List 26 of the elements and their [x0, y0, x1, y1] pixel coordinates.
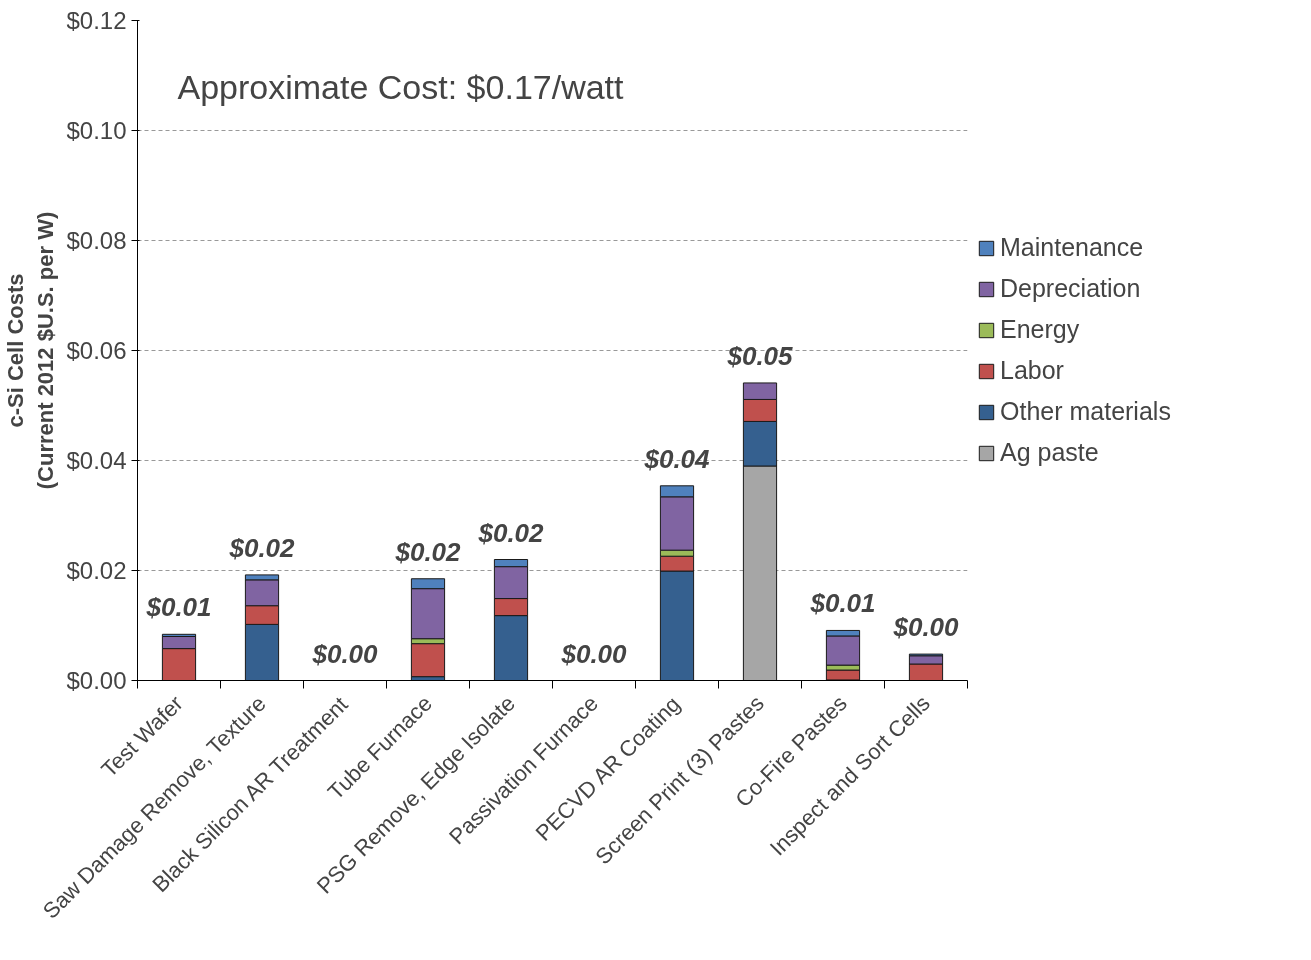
total-label: $0.01	[809, 588, 876, 619]
y-axis-title: c-Si Cell Costs (Current 2012 $U.S. per W)	[3, 211, 59, 490]
y-tick-label: $0.08	[66, 227, 127, 254]
legend-label: Maintenance	[1000, 233, 1144, 262]
text: $0.00	[312, 638, 378, 669]
y-tick-label: $0.02	[66, 557, 127, 584]
bar	[410, 643, 446, 678]
annotation: Approximate Cost: $0.17/watt	[177, 67, 625, 106]
y-tick-label: $0.00	[66, 667, 127, 694]
y-tick-label: $0.06	[66, 337, 127, 364]
total-label: $0.02	[228, 532, 296, 563]
legend-label: Labor	[1000, 356, 1064, 385]
y-tick-label: $0.04	[66, 447, 127, 474]
total-label: $0.02	[477, 517, 545, 548]
legend-label: Depreciation	[1000, 274, 1141, 303]
legend-label: Energy	[1000, 315, 1080, 344]
total-label: $0.04	[643, 443, 711, 474]
y-tick-label: $0.12	[66, 7, 127, 34]
y-tick-label: $0.10	[66, 117, 127, 144]
total-label: $0.05	[726, 340, 794, 371]
total-label: $0.01	[145, 592, 212, 623]
total-label: $0.02	[394, 536, 462, 567]
legend-label: Ag paste	[1000, 438, 1099, 467]
legend-label: Other materials	[1000, 397, 1171, 426]
total-label: $0.00	[892, 612, 960, 643]
text: $0.00	[561, 638, 627, 669]
